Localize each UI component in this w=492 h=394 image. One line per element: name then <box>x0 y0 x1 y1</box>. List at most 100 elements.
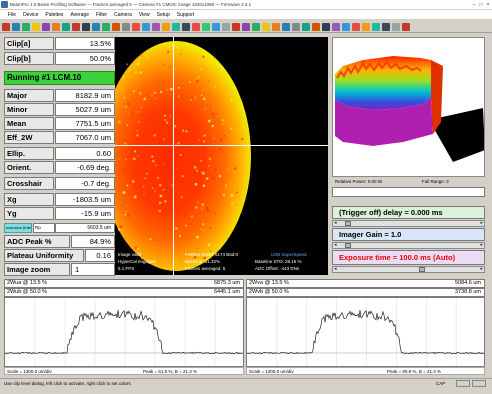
toolbar-button-32[interactable] <box>312 22 320 31</box>
toolbar-button-12[interactable] <box>112 22 120 31</box>
menu-palettes[interactable]: Palettes <box>45 11 64 18</box>
toolbar-button-10[interactable] <box>92 22 100 31</box>
speckle <box>133 90 136 93</box>
speckle <box>163 114 166 117</box>
3d-profile-view[interactable] <box>332 37 485 177</box>
minimize-icon[interactable]: – <box>472 1 476 8</box>
menu-setup[interactable]: Setup <box>156 11 170 18</box>
crosshair-label: Crosshair <box>4 177 54 190</box>
speckle <box>202 55 205 59</box>
slider-right-arrow-icon[interactable]: ▸ <box>480 220 483 226</box>
toolbar-button-4[interactable] <box>32 22 40 31</box>
toolbar-button-37[interactable] <box>362 22 370 31</box>
close-icon[interactable]: × <box>486 1 490 8</box>
menu-average[interactable]: Average <box>70 11 89 18</box>
toolbar-button-21[interactable] <box>202 22 210 31</box>
toolbar-button-27[interactable] <box>262 22 270 31</box>
menu-device[interactable]: Device <box>23 11 39 18</box>
imager-gain-display[interactable]: Imager Gain = 1.0 <box>332 228 485 241</box>
slider-left-arrow-icon[interactable]: ◂ <box>334 266 337 272</box>
imager-gain-slider[interactable]: ◂ ▸ <box>332 242 485 249</box>
inclusion-row[interactable]: Inclusion (Interval) Rp 5603.5 um <box>4 223 115 233</box>
crosshair-vertical[interactable] <box>173 37 174 275</box>
inclusion-mode[interactable]: Inclusion (Interval) <box>4 223 32 233</box>
toolbar-button-18[interactable] <box>172 22 180 31</box>
maximize-icon[interactable]: □ <box>479 1 483 8</box>
toolbar-button-40[interactable] <box>392 22 400 31</box>
menu-view[interactable]: View <box>138 11 150 18</box>
toolbar-button-35[interactable] <box>342 22 350 31</box>
toolbar-button-30[interactable] <box>292 22 300 31</box>
adc-peak-row[interactable]: ADC Peak % 84.9% <box>4 235 115 248</box>
toolbar-button-19[interactable] <box>182 22 190 31</box>
slider-right-arrow-icon[interactable]: ▸ <box>480 242 483 248</box>
trigger-delay-slider[interactable]: ◂ ▸ <box>332 220 485 227</box>
eff-2w-row[interactable]: Eff_2W 7067.0 um <box>4 131 115 144</box>
3d-note-field[interactable] <box>332 187 485 197</box>
toolbar-button-9[interactable] <box>82 22 90 31</box>
image-zoom-row[interactable]: Image zoom 1 <box>4 263 115 276</box>
menu-support[interactable]: Support <box>176 11 195 18</box>
profile-v-plot[interactable] <box>246 297 485 367</box>
toolbar-button-1[interactable] <box>2 22 10 31</box>
toolbar-button-29[interactable] <box>282 22 290 31</box>
exposure-slider[interactable]: ◂ ▸ <box>332 266 485 273</box>
toolbar-button-5[interactable] <box>42 22 50 31</box>
menu-filter[interactable]: Filter <box>95 11 108 18</box>
toolbar-button-13[interactable] <box>122 22 130 31</box>
clip-a-row[interactable]: Clip[a] 13.5% <box>4 37 115 50</box>
toolbar-button-11[interactable] <box>102 22 110 31</box>
toolbar-button-25[interactable] <box>242 22 250 31</box>
clip-b-row[interactable]: Clip[b] 50.0% <box>4 52 115 65</box>
toolbar-button-7[interactable] <box>62 22 70 31</box>
toolbar-button-28[interactable] <box>272 22 280 31</box>
toolbar-button-39[interactable] <box>382 22 390 31</box>
toolbar-button-36[interactable] <box>352 22 360 31</box>
trigger-slider-thumb[interactable] <box>344 221 351 226</box>
plateau-row[interactable]: Plateau Uniformity 0.16 <box>4 249 115 262</box>
speckle <box>181 175 184 178</box>
slider-left-arrow-icon[interactable]: ◂ <box>334 220 337 226</box>
mean-row[interactable]: Mean 7751.5 um <box>4 117 115 130</box>
speckle <box>203 140 206 143</box>
toolbar-button-23[interactable] <box>222 22 230 31</box>
toolbar-button-38[interactable] <box>372 22 380 31</box>
toolbar-button-6[interactable] <box>52 22 60 31</box>
slider-right-arrow-icon[interactable]: ▸ <box>480 266 483 272</box>
toolbar-button-34[interactable] <box>332 22 340 31</box>
toolbar-button-20[interactable] <box>192 22 200 31</box>
toolbar-button-33[interactable] <box>322 22 330 31</box>
speckle <box>124 142 127 145</box>
crosshair-row[interactable]: Crosshair -0.7 deg. <box>4 177 115 190</box>
minor-row[interactable]: Minor 5027.9 um <box>4 103 115 116</box>
toolbar-button-2[interactable] <box>12 22 20 31</box>
profile-u-plot[interactable] <box>4 297 244 367</box>
toolbar-button-15[interactable] <box>142 22 150 31</box>
toolbar-button-8[interactable] <box>72 22 80 31</box>
ellip-row[interactable]: Ellip. 0.60 <box>4 147 115 160</box>
orient-row[interactable]: Orient. -0.69 deg. <box>4 161 115 174</box>
toolbar-button-3[interactable] <box>22 22 30 31</box>
crosshair-horizontal[interactable] <box>115 145 328 146</box>
trigger-delay-display[interactable]: (Trigger off) delay = 0.000 ms <box>332 206 485 219</box>
slider-left-arrow-icon[interactable]: ◂ <box>334 242 337 248</box>
toolbar-button-31[interactable] <box>302 22 310 31</box>
menu-file[interactable]: File <box>8 11 17 18</box>
speckle <box>163 138 166 141</box>
menu-camera[interactable]: Camera <box>114 11 132 18</box>
toolbar-button-14[interactable] <box>132 22 140 31</box>
toolbar-button-22[interactable] <box>212 22 220 31</box>
toolbar-button-24[interactable] <box>232 22 240 31</box>
gain-slider-thumb[interactable] <box>344 243 351 248</box>
toolbar-button-26[interactable] <box>252 22 260 31</box>
toolbar-button-41[interactable] <box>402 22 410 31</box>
exposure-slider-thumb[interactable] <box>419 267 426 272</box>
yg-row[interactable]: Yg -15.9 um <box>4 207 115 220</box>
toolbar-button-16[interactable] <box>152 22 160 31</box>
speckle <box>212 112 215 116</box>
xg-row[interactable]: Xg -1803.5 um <box>4 193 115 206</box>
beam-image-view[interactable]: Image valid HyperCal engaged 5.1 FPS Fra… <box>115 37 328 275</box>
major-row[interactable]: Major 8182.9 um <box>4 89 115 102</box>
toolbar-button-17[interactable] <box>162 22 170 31</box>
exposure-time-display[interactable]: Exposure time = 100.0 ms (Auto) <box>332 250 485 265</box>
